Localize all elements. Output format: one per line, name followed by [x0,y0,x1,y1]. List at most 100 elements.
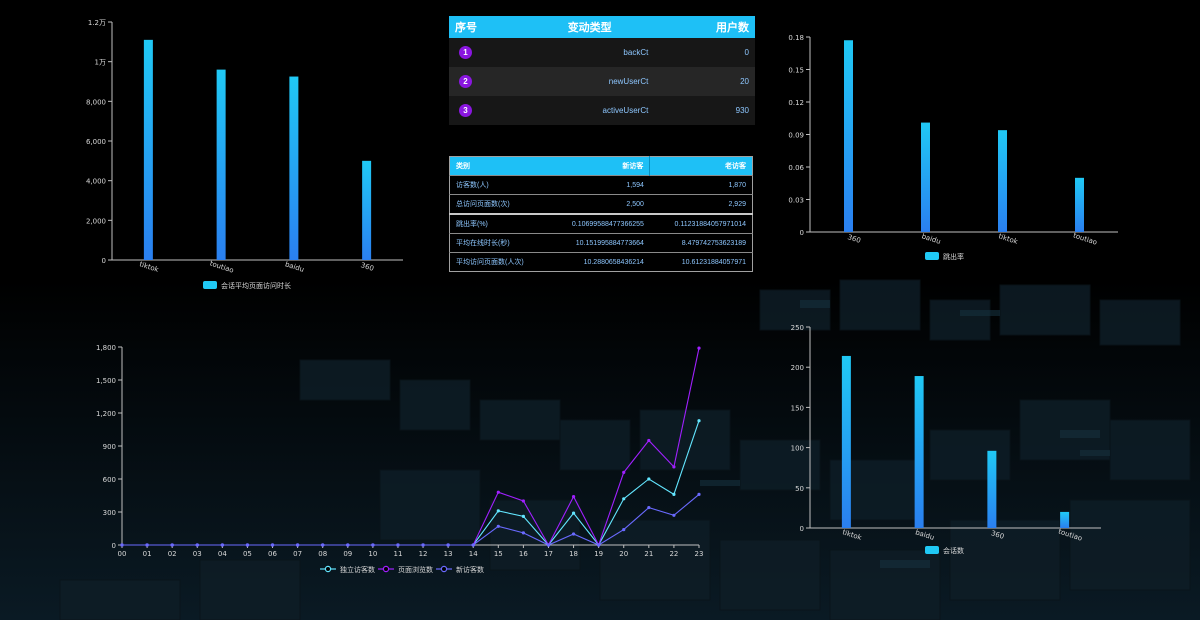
cell-new: 10.151995884773664 [547,233,650,253]
x-tick-label: 17 [544,550,553,558]
cell-type: activeUserCt [525,96,655,125]
legend-label: 会话平均页面访问时长 [221,281,291,290]
y-tick-label: 4,000 [86,178,106,186]
y-tick-label: 600 [103,476,116,484]
x-tick-label: toutiao [1072,231,1098,246]
x-tick-label: 15 [494,550,503,558]
x-tick-label: 18 [569,550,578,558]
bar [216,69,226,260]
cell-old: 10.61231884057971 [649,252,753,272]
bar [362,160,372,260]
x-tick-label: baidu [921,232,942,246]
cell-label: 跳出率(%) [449,213,548,234]
x-tick-label: 04 [218,550,227,558]
bar [841,355,851,528]
bar [998,130,1007,232]
header-index: 序号 [449,16,526,38]
table-row: 访客数(人) 1,594 1,870 [449,175,753,195]
bar [921,122,930,232]
data-point [170,543,174,547]
bar [289,76,299,261]
cell-count: 0 [654,38,755,67]
x-tick-label: 14 [469,550,478,558]
header-new-visitor: 新访客 [547,156,651,176]
cell-count: 20 [654,67,755,96]
y-tick-label: 250 [791,324,804,332]
bar-chart-sessions: 0 50 100 150 200 250 tiktok baidu 360 toutiao 会话数 [791,324,1101,555]
visitor-comparison-table: 类别 新访客 老访客 访客数(人) 1,594 1,870 总访问页面数(次) … [449,156,753,272]
data-point [622,470,626,474]
cell-label: 总访问页面数(次) [449,194,548,214]
x-tick-label: 19 [594,550,603,558]
cell-old: 1,870 [649,175,753,195]
y-tick-label: 100 [791,445,804,453]
data-point [571,495,576,499]
data-point [145,543,149,547]
x-tick-label: 21 [644,550,653,558]
legend-label: 会话数 [943,546,964,555]
data-point [622,497,626,501]
x-tick-label: tiktok [138,260,160,274]
y-tick-label: 1,200 [96,410,116,418]
x-tick-label: 360 [847,233,862,245]
cell-old: 2,929 [649,194,753,214]
cell-old: 8.479742753623189 [649,233,753,253]
y-tick-label: 50 [795,485,804,493]
cell-label: 访客数(人) [449,175,548,195]
bar [844,40,853,232]
data-point [346,543,350,547]
user-change-table: 序号 变动类型 用户数 1 backCt 0 2 newUserCt 20 3 … [449,16,755,125]
data-point [371,543,375,547]
data-point [270,543,275,547]
x-tick-label: baidu [914,528,935,542]
index-badge: 2 [459,75,472,88]
table-row: 1 backCt 0 [449,38,755,67]
data-point [195,543,199,547]
data-point [647,506,651,510]
legend-label: 页面浏览数 [398,565,433,574]
y-tick-label: 1,800 [96,344,116,352]
x-tick-label: 05 [243,550,252,558]
x-tick-label: baidu [284,260,305,274]
cell-new: 1,594 [547,175,650,195]
data-point [496,524,500,528]
y-tick-label: 0.06 [788,164,804,172]
y-tick-label: 0 [102,257,106,265]
y-tick-label: 1.2万 [88,19,106,27]
header-type: 变动类型 [525,16,655,38]
x-tick-label: 06 [268,550,277,558]
x-tick-label: 12 [419,550,428,558]
cell-old: 0.11231884057971014 [649,213,753,234]
x-tick-label: 22 [669,550,678,558]
data-point [421,543,425,547]
data-point [672,513,676,517]
table-row: 3 activeUserCt 930 [449,96,755,125]
data-point [571,511,576,515]
cell-label: 平均在线时长(秒) [449,233,548,253]
table-row: 平均在线时长(秒) 10.151995884773664 8.479742753… [449,233,753,253]
data-point [496,509,500,513]
y-tick-label: 0 [112,542,116,550]
y-tick-label: 0 [800,229,804,237]
y-tick-label: 8,000 [86,98,106,106]
y-tick-label: 0.03 [788,197,804,205]
x-tick-label: tiktok [841,528,863,542]
x-tick-label: 23 [695,550,704,558]
x-tick-label: 08 [318,550,327,558]
line-chart-hourly-visits: 0 300 600 900 1,200 1,500 1,800 00 01 02 03 04 05 06 0… [96,344,704,574]
data-point [697,419,701,423]
data-point [220,543,224,547]
x-tick-label: 360 [360,261,375,273]
data-point [245,543,250,547]
y-tick-label: 900 [103,443,116,451]
cell-label: 平均访问页面数(人次) [449,252,548,272]
data-point [521,514,525,518]
y-tick-label: 200 [791,364,804,372]
bar [1060,511,1070,528]
data-point [571,532,576,536]
x-tick-label: 11 [393,550,402,558]
data-point [672,465,676,469]
legend-swatch [925,252,939,260]
y-tick-label: 1,500 [96,377,116,385]
table-row: 平均访问页面数(人次) 10.2880658436214 10.61231884… [449,252,753,272]
